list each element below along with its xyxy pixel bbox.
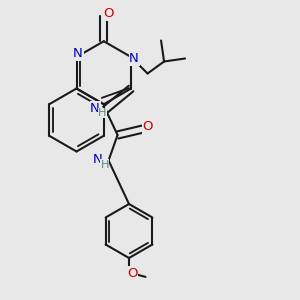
Text: H: H <box>98 108 107 118</box>
Text: N: N <box>92 153 102 166</box>
Text: O: O <box>103 7 114 20</box>
Text: O: O <box>142 120 153 133</box>
Text: N: N <box>90 101 100 115</box>
Text: O: O <box>127 267 137 280</box>
Text: H: H <box>100 160 109 170</box>
Text: N: N <box>73 47 83 60</box>
Text: N: N <box>129 52 139 65</box>
